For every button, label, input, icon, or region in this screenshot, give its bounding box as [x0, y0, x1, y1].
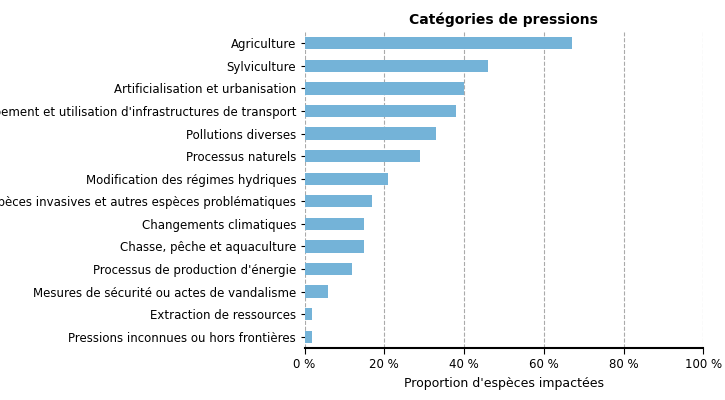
Bar: [304, 263, 352, 275]
Bar: [304, 150, 420, 162]
Bar: [304, 218, 364, 230]
Bar: [304, 37, 571, 50]
Bar: [304, 195, 373, 208]
Bar: [304, 308, 312, 320]
Bar: [304, 60, 488, 72]
Bar: [304, 105, 456, 117]
Title: Catégories de pressions: Catégories de pressions: [410, 12, 598, 27]
Bar: [304, 82, 464, 95]
Bar: [304, 240, 364, 253]
X-axis label: Proportion d'espèces impactées: Proportion d'espèces impactées: [404, 377, 604, 390]
Bar: [304, 172, 389, 185]
Bar: [304, 285, 328, 298]
Bar: [304, 127, 436, 140]
Bar: [304, 330, 312, 343]
